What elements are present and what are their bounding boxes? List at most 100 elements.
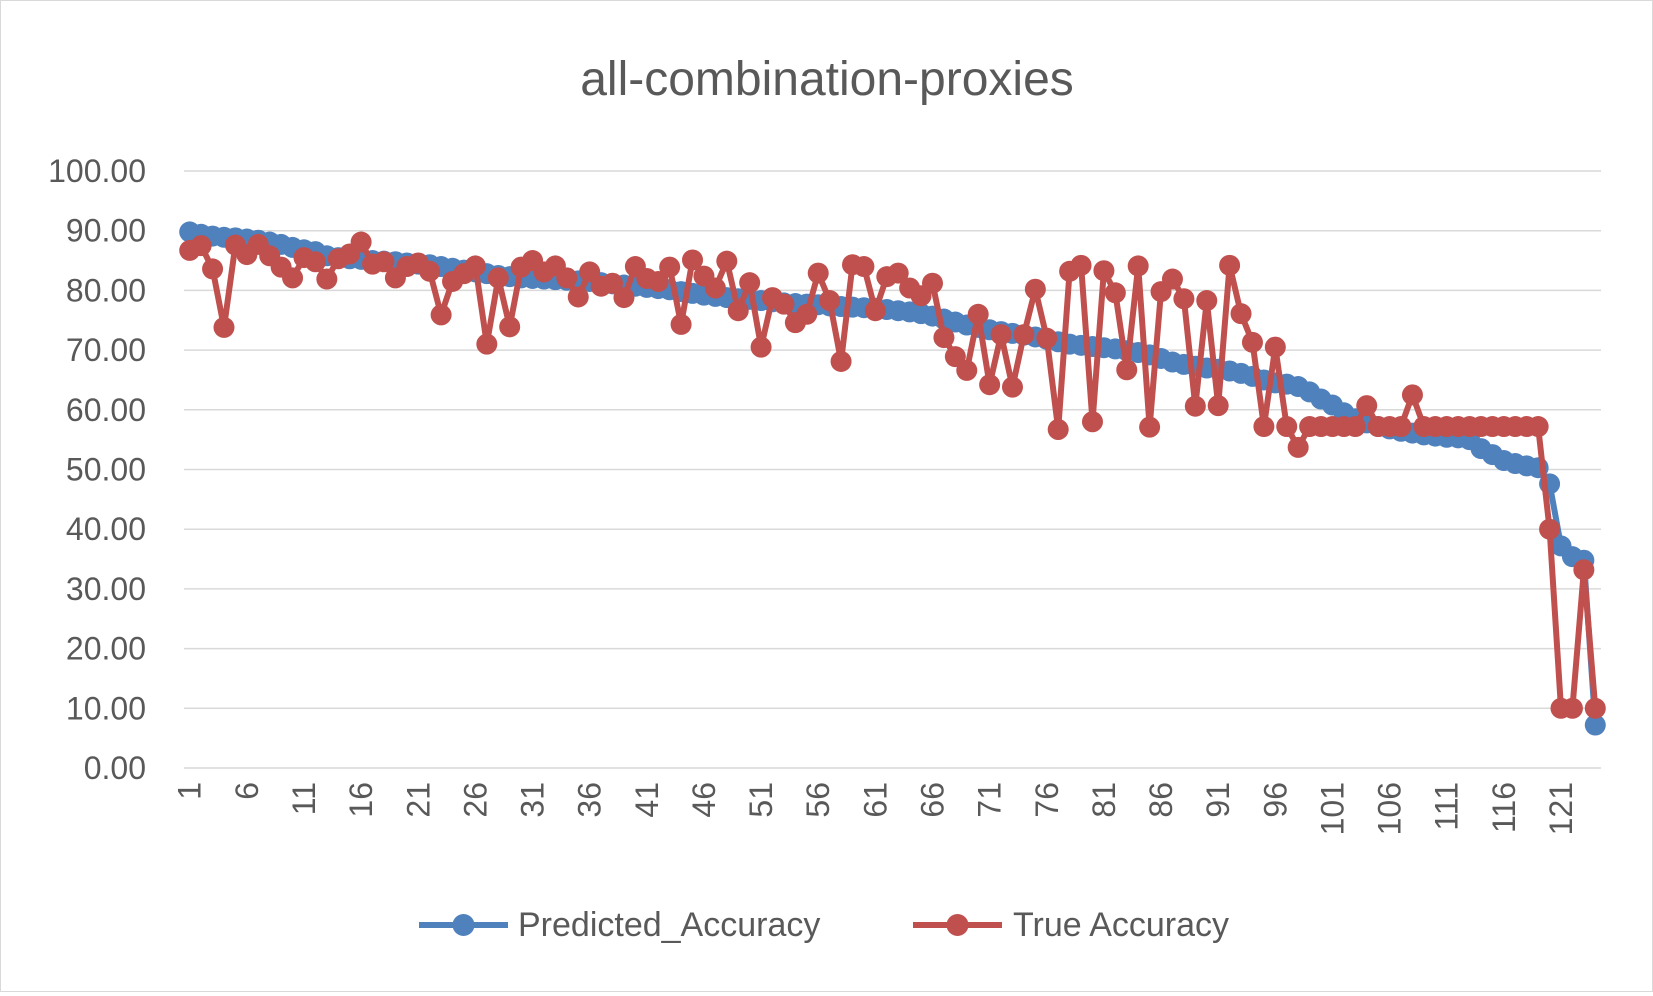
data-point (567, 286, 589, 308)
data-point (373, 251, 395, 273)
data-point (1287, 436, 1309, 458)
data-point (613, 287, 635, 309)
x-tick-label: 61 (857, 782, 893, 818)
data-point (773, 293, 795, 315)
data-point (316, 268, 338, 290)
data-point (556, 267, 578, 289)
data-point (967, 303, 989, 325)
data-point (704, 277, 726, 299)
data-point (1401, 384, 1423, 406)
data-point (1344, 416, 1366, 438)
data-point (1390, 416, 1412, 438)
y-tick-label: 30.00 (66, 571, 146, 607)
y-tick-label: 70.00 (66, 332, 146, 368)
data-point (1184, 395, 1206, 417)
data-point (304, 251, 326, 273)
y-tick-label: 0.00 (84, 750, 146, 786)
y-tick-label: 50.00 (66, 452, 146, 488)
legend-entry: Predicted_Accuracy (419, 906, 820, 944)
data-point (464, 255, 486, 277)
data-point (1276, 416, 1298, 438)
data-point (1207, 395, 1229, 417)
data-point (1081, 411, 1103, 433)
data-point (1036, 327, 1058, 349)
x-tick-label: 116 (1486, 782, 1522, 833)
data-point (1173, 288, 1195, 310)
x-tick-label: 21 (400, 782, 436, 818)
x-tick-label: 81 (1086, 782, 1122, 818)
data-point (990, 324, 1012, 346)
legend: Predicted_Accuracy True Accuracy (419, 906, 1229, 944)
data-point (853, 256, 875, 278)
legend-swatch-marker (946, 914, 969, 936)
y-tick-label: 40.00 (66, 511, 146, 547)
data-point (1013, 324, 1035, 346)
data-point (647, 270, 669, 292)
legend-entry: True Accuracy (913, 906, 1229, 944)
data-point (1024, 278, 1046, 300)
x-tick-label: 71 (972, 782, 1008, 818)
data-point (1527, 416, 1549, 438)
data-point (750, 336, 772, 358)
data-point (282, 267, 304, 289)
data-point (819, 290, 841, 312)
data-point (1001, 376, 1023, 398)
data-point (807, 262, 829, 284)
x-tick-label: 121 (1543, 782, 1579, 835)
data-point (487, 267, 509, 289)
y-tick-label: 100.00 (48, 153, 146, 189)
x-tick-label: 16 (343, 782, 379, 818)
x-tick-label: 31 (515, 782, 551, 818)
series-true-accuracy (179, 231, 1606, 719)
x-tick-label: 41 (629, 782, 665, 818)
data-point (887, 262, 909, 284)
data-point (1139, 416, 1161, 438)
data-point (419, 260, 441, 282)
data-point (1070, 254, 1092, 276)
data-point (921, 272, 943, 294)
chart-title: all-combination-proxies (580, 53, 1074, 106)
data-point (213, 316, 235, 338)
data-point (190, 235, 212, 257)
gridlines (184, 170, 1601, 769)
data-point (1161, 268, 1183, 290)
data-point (430, 304, 452, 326)
data-point (979, 374, 1001, 396)
data-point (579, 261, 601, 283)
data-point (670, 313, 692, 335)
x-axis-tick-labels: 1 6 11 16 21 26 31 36 41 46 51 56 61 66 71 76 81 86 91 96 10… (172, 782, 1579, 835)
data-point (1196, 290, 1218, 312)
data-point (1561, 697, 1583, 719)
data-point (499, 316, 521, 338)
data-point (1219, 254, 1241, 276)
data-point (602, 272, 624, 294)
y-tick-label: 10.00 (66, 690, 146, 726)
data-point (1127, 255, 1149, 277)
data-point (682, 249, 704, 271)
data-point (1093, 260, 1115, 282)
data-point (830, 350, 852, 372)
data-point (659, 256, 681, 278)
x-tick-label: 26 (457, 782, 493, 818)
data-point (933, 327, 955, 349)
data-point (956, 359, 978, 381)
x-tick-label: 1 (172, 782, 208, 800)
data-point (1241, 331, 1263, 353)
data-point (476, 333, 498, 355)
x-tick-label: 91 (1200, 782, 1236, 818)
data-point (864, 300, 886, 322)
x-tick-label: 76 (1029, 782, 1065, 818)
y-tick-label: 80.00 (66, 272, 146, 308)
x-tick-label: 66 (914, 782, 950, 818)
data-point (350, 231, 372, 253)
data-point (1104, 282, 1126, 304)
legend-label: Predicted_Accuracy (518, 906, 820, 944)
data-point (1584, 714, 1606, 736)
series-layer (179, 221, 1606, 736)
x-tick-label: 111 (1429, 782, 1465, 831)
y-tick-label: 20.00 (66, 631, 146, 667)
x-tick-label: 56 (800, 782, 836, 818)
x-tick-label: 96 (1257, 782, 1293, 818)
